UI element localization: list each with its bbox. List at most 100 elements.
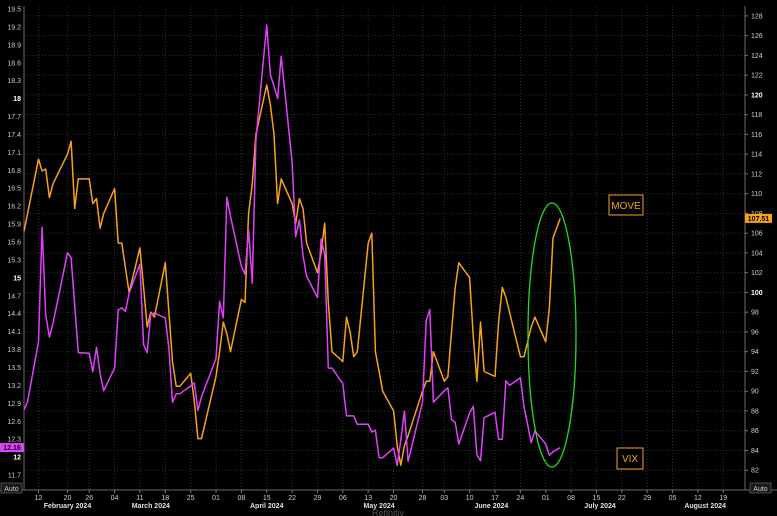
x-tick-label: 29 — [643, 495, 651, 502]
left-tick-label: 13.8 — [7, 347, 21, 354]
right-tick-label: 110 — [751, 191, 762, 198]
left-tick-label: 12.3 — [7, 437, 21, 444]
left-tick-label: 12.6 — [7, 419, 21, 426]
x-tick-label: 20 — [64, 495, 72, 502]
left-tick-label: 19.5 — [7, 6, 21, 13]
right-tick-label: 96 — [751, 329, 759, 336]
right-tick-label: 100 — [751, 290, 763, 297]
last-value-tags: 107.51 12.16 — [0, 213, 772, 453]
x-tick-label: 10 — [466, 495, 474, 502]
x-tick-label: 12 — [694, 495, 702, 502]
right-tick-label: 104 — [751, 250, 763, 257]
right-tick-label: 102 — [751, 270, 763, 277]
left-auto-frame — [0, 482, 23, 494]
x-tick-label: 01 — [542, 495, 550, 502]
x-tick-label: 22 — [618, 495, 626, 502]
month-label: February 2024 — [44, 503, 92, 510]
month-label: March 2024 — [132, 503, 170, 510]
series — [23, 24, 561, 467]
right-tick-label: 88 — [751, 408, 759, 415]
left-tick-label: 13.5 — [7, 365, 21, 372]
x-tick-label: 18 — [161, 495, 169, 502]
x-tick-label: 05 — [669, 495, 677, 502]
footer-source: Refinitiv — [372, 508, 405, 516]
vix-label: VIX — [622, 454, 638, 465]
left-tick-label: 16.8 — [7, 168, 21, 175]
right-auto-label: Auto — [753, 486, 768, 493]
left-tick-label: 18 — [13, 96, 21, 103]
left-tick-label: 15.3 — [7, 257, 21, 264]
x-tick-label: 06 — [339, 495, 347, 502]
left-tick-label: 18.3 — [7, 78, 21, 85]
right-tick-label: 94 — [751, 349, 759, 356]
x-tick-label: 19 — [719, 495, 727, 502]
right-auto-frame — [749, 482, 772, 494]
right-tick-label: 112 — [751, 171, 762, 178]
x-tick-label: 26 — [85, 495, 93, 502]
left-tick-label: 16.2 — [7, 204, 21, 211]
series-line-vix — [23, 24, 561, 467]
x-tick-label: 03 — [440, 495, 448, 502]
month-label: August 2024 — [684, 503, 726, 510]
month-label: June 2024 — [474, 503, 508, 510]
highlight-ellipse — [527, 202, 577, 468]
right-tick-label: 90 — [751, 389, 759, 396]
x-tick-label: 11 — [136, 495, 143, 502]
right-tick-label: 120 — [751, 92, 763, 99]
right-tick-label: 86 — [751, 428, 759, 435]
move-label: MOVE — [611, 201, 641, 212]
right-tick-label: 128 — [751, 13, 763, 20]
move-label-box: MOVE — [608, 194, 644, 216]
month-label: April 2024 — [250, 503, 284, 510]
left-tick-label: 15.9 — [7, 222, 21, 229]
right-tick-label: 84 — [751, 448, 759, 455]
vix-label-frame — [616, 447, 644, 470]
move-label-frame — [608, 194, 644, 216]
right-tick-label: 92 — [751, 369, 759, 376]
x-tick-label: 04 — [111, 495, 119, 502]
x-axis-ticks: 12 20 26 04 11 18 25 01 08 15 22 29 06 13 20 28 03 10 17 24… — [35, 490, 727, 502]
x-tick-label: 22 — [288, 495, 296, 502]
left-tick-label: 16.5 — [7, 186, 21, 193]
x-tick-label: 29 — [314, 495, 322, 502]
left-tick-label: 11.7 — [8, 473, 21, 480]
left-axis-ticks: 19.5 19.2 18.9 18.6 18.3 18 17.7 17.4 17.1 16.8 16… — [7, 6, 21, 479]
left-tick-label: 14.4 — [7, 311, 21, 318]
x-tick-label: 28 — [419, 495, 427, 502]
x-tick-label: 24 — [516, 495, 524, 502]
last-value-label-vix: 12.16 — [3, 445, 21, 452]
month-label: July 2024 — [584, 503, 616, 510]
x-tick-label: 25 — [187, 495, 195, 502]
left-tick-label: 15 — [13, 275, 21, 282]
x-tick-label: 15 — [263, 495, 271, 502]
left-tick-label: 13.2 — [7, 383, 21, 390]
left-tick-label: 12 — [13, 455, 21, 462]
left-tick-label: 18.9 — [7, 42, 21, 49]
left-tick-label: 19.2 — [7, 24, 21, 31]
month-label: May 2024 — [363, 503, 394, 510]
left-tick-label: 17.4 — [7, 132, 21, 139]
left-tick-label: 12.9 — [7, 401, 21, 408]
x-tick-label: 01 — [212, 495, 220, 502]
left-tick-label: 15.6 — [7, 240, 21, 247]
left-tick-label: 17.7 — [7, 114, 21, 121]
x-tick-label: 20 — [390, 495, 398, 502]
right-tick-label: 106 — [751, 231, 763, 238]
left-tick-label: 18.6 — [7, 60, 21, 67]
right-tick-label: 124 — [751, 53, 763, 60]
right-auto-button[interactable]: Auto — [749, 482, 772, 494]
left-auto-button[interactable]: Auto — [0, 482, 23, 494]
x-tick-label: 13 — [364, 495, 372, 502]
left-auto-label: Auto — [4, 486, 19, 493]
right-tick-label: 122 — [751, 73, 763, 80]
right-tick-label: 118 — [751, 112, 762, 119]
right-tick-label: 98 — [751, 310, 759, 317]
x-axis-month-labels: February 2024 March 2024 April 2024 May 202… — [44, 503, 726, 510]
last-value-label-move: 107.51 — [748, 216, 770, 223]
last-value-tag-vix — [0, 443, 24, 453]
right-tick-label: 82 — [751, 468, 759, 475]
x-tick-label: 08 — [237, 495, 245, 502]
left-tick-label: 14.7 — [7, 293, 21, 300]
